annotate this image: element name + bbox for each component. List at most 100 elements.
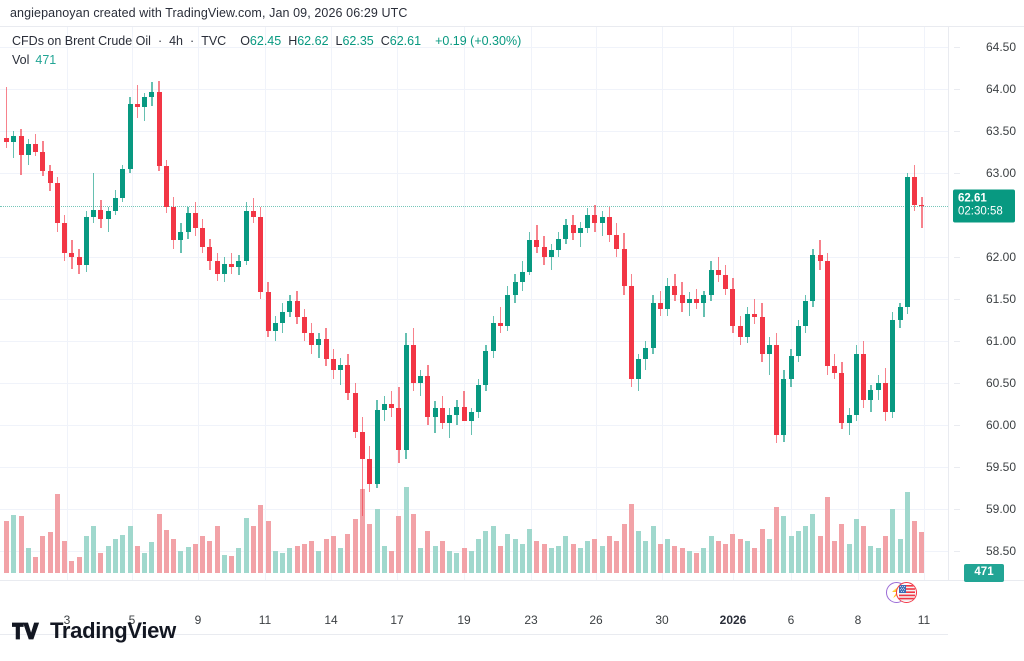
volume-bar	[701, 548, 707, 573]
volume-bar	[904, 491, 910, 573]
price-gridline	[0, 383, 948, 384]
candle-wick	[434, 401, 436, 434]
volume-bar	[323, 538, 329, 573]
candle-body	[715, 269, 721, 276]
volume-bar	[875, 548, 881, 573]
volume-bar	[309, 541, 315, 573]
candle-body	[883, 383, 889, 413]
candle-body	[127, 104, 133, 169]
time-axis-label: 3	[63, 613, 71, 627]
price-gridline	[0, 257, 948, 258]
candle-body	[178, 231, 184, 241]
candle-body	[614, 235, 620, 249]
volume-bar	[570, 543, 576, 573]
volume-bar	[91, 526, 97, 573]
candle-wick	[390, 391, 393, 417]
candle-wick	[579, 221, 582, 247]
volume-bar	[149, 542, 155, 573]
candle-body	[54, 183, 60, 224]
candle-body	[527, 240, 533, 273]
tradingview-logo-icon	[12, 622, 40, 640]
legend-low-value: 62.35	[342, 34, 374, 48]
volume-bar	[171, 538, 177, 573]
volume-bar	[236, 548, 242, 573]
time-axis-label: 26	[589, 613, 603, 627]
candle-wick	[470, 408, 473, 436]
candle-body	[149, 92, 155, 98]
volume-bar	[113, 538, 118, 573]
volume-bar	[47, 532, 53, 573]
volume-bar	[505, 533, 511, 573]
volume-bar	[912, 521, 918, 573]
volume-bar	[897, 538, 903, 573]
volume-bar	[548, 548, 554, 573]
volume-bar	[592, 538, 598, 573]
price-axis-label: 61.00	[985, 334, 1016, 348]
candle-body	[556, 238, 562, 251]
legend-close-label: C	[380, 34, 390, 48]
price-gridline	[0, 509, 948, 510]
us-flag-event-icon[interactable]	[896, 582, 917, 603]
candle-body	[839, 372, 845, 424]
candle-wick	[499, 307, 502, 333]
chart-plot-area[interactable]	[0, 26, 948, 581]
candle-body	[280, 311, 286, 323]
volume-bar	[120, 534, 126, 573]
candle-body	[134, 104, 140, 108]
volume-bar	[294, 545, 300, 573]
candle-body	[737, 325, 743, 337]
volume-bar	[265, 521, 271, 573]
attribution-text: angiepanoyan created with TradingView.co…	[10, 6, 408, 20]
volume-bar	[396, 516, 402, 573]
time-axis-label: 9	[194, 613, 202, 627]
volume-bar	[636, 531, 642, 573]
candle-body	[853, 353, 859, 415]
volume-bar	[824, 496, 830, 573]
price-axis[interactable]: 62.61 02:30:58 471 64.50 64.00 63.50 63.00 6…	[948, 26, 1024, 582]
price-axis-label: 63.00	[985, 166, 1016, 180]
time-axis-label: 30	[655, 613, 669, 627]
legend-close-value: 62.61	[389, 34, 422, 48]
time-axis-label: 5	[128, 613, 136, 627]
price-axis-tick	[954, 341, 960, 342]
volume-bar	[752, 548, 758, 573]
candle-wick	[695, 288, 698, 310]
volume-bar	[316, 550, 322, 573]
candle-body	[374, 409, 380, 484]
candle-wick	[5, 87, 8, 148]
candle-body	[759, 317, 765, 354]
volume-bar	[476, 538, 482, 573]
legend-exchange: TVC	[201, 34, 227, 48]
candle-body	[236, 261, 242, 268]
volume-bar	[156, 514, 162, 573]
candle-wick	[463, 391, 465, 417]
volume-bar	[723, 543, 729, 573]
price-axis-tick	[954, 383, 960, 384]
volume-bar	[4, 521, 10, 573]
price-axis-label: 62.00	[985, 250, 1016, 264]
volume-bar	[665, 538, 671, 573]
candle-body	[599, 216, 605, 224]
candle-body	[701, 294, 707, 304]
time-gridline	[531, 27, 532, 580]
candle-body	[795, 325, 801, 357]
price-gridline	[0, 47, 948, 48]
candle-wick	[688, 292, 691, 316]
legend-symbol[interactable]: CFDs on Brent Crude Oil	[12, 34, 151, 48]
time-axis-label: 17	[390, 613, 404, 627]
candle-body	[389, 404, 395, 409]
time-axis[interactable]: 3 5 9 11 14 17 19 23 26 30 2026 6 8 11	[0, 607, 948, 635]
candle-body	[781, 378, 787, 436]
volume-bar	[454, 553, 460, 573]
volume-bar	[621, 523, 627, 573]
candle-body	[192, 213, 198, 228]
candle-body	[294, 300, 300, 318]
candle-wick	[601, 210, 603, 236]
volume-bar	[686, 550, 692, 573]
legend-interval[interactable]: 4h	[169, 34, 184, 48]
candle-body	[875, 383, 881, 390]
price-gridline	[0, 131, 948, 132]
candle-body	[679, 294, 685, 304]
candle-wick	[231, 252, 233, 274]
